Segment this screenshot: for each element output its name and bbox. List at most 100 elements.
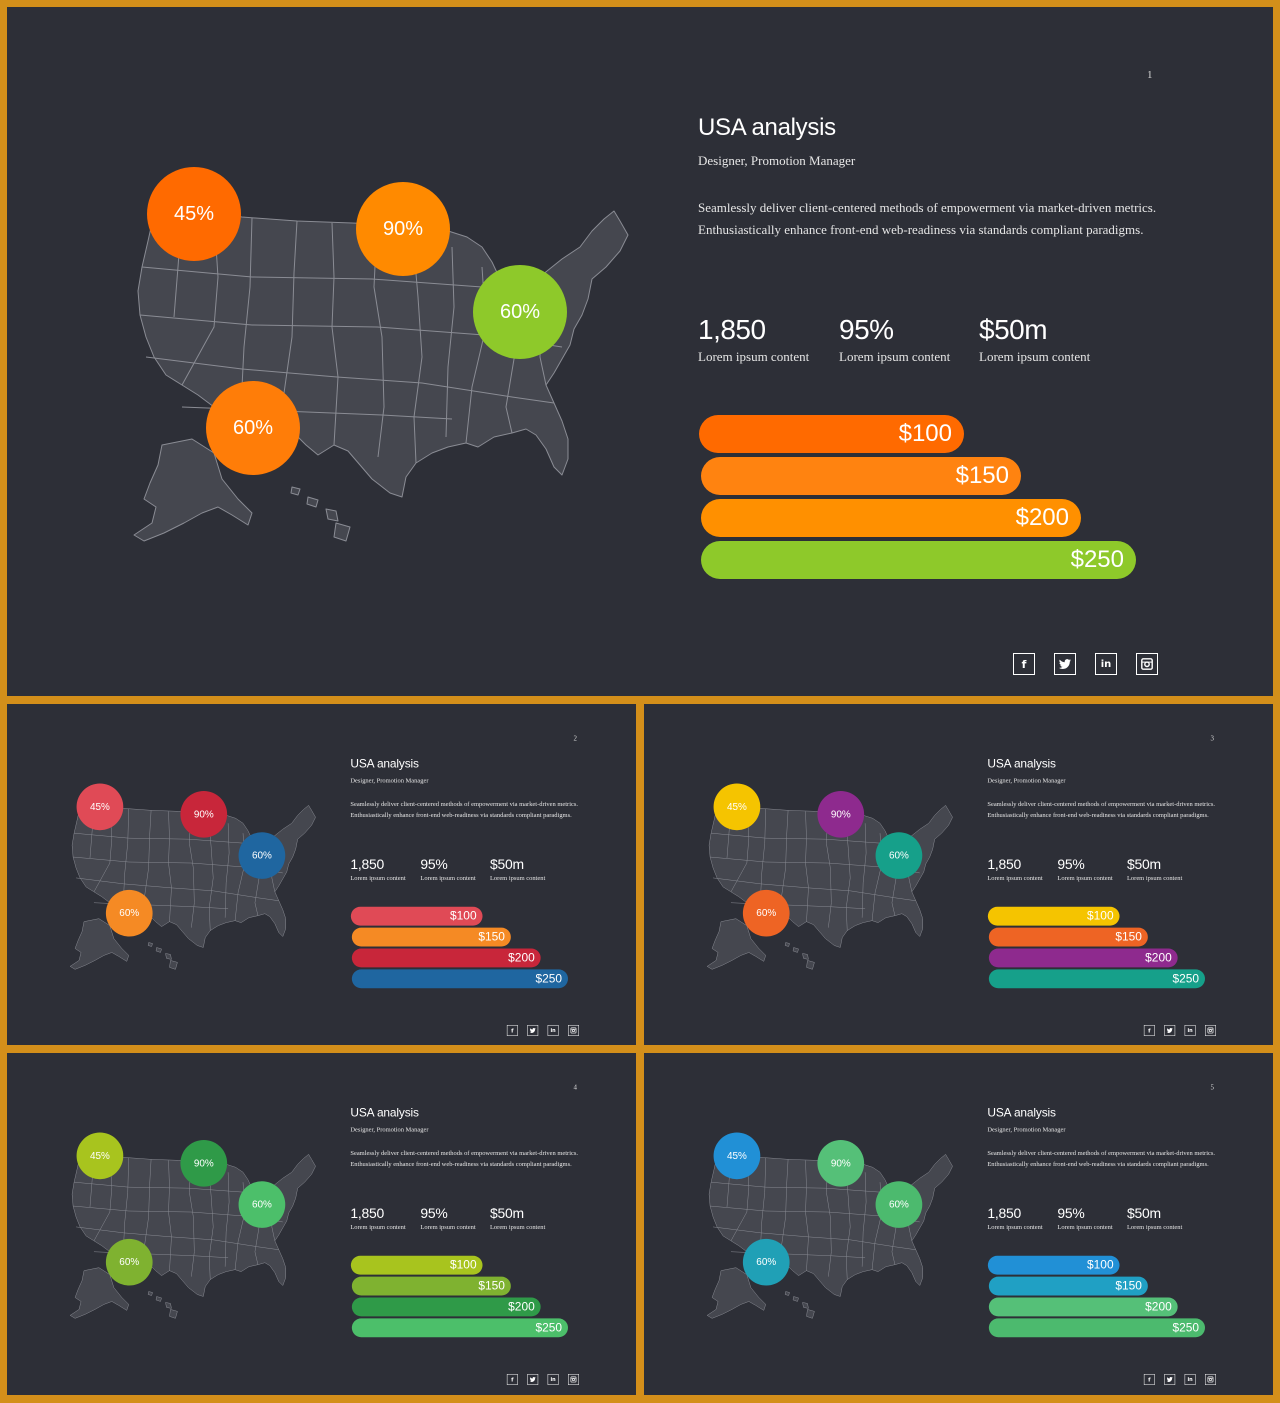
slide-subtitle: Designer, Promotion Manager xyxy=(987,776,1066,785)
page-number: 2 xyxy=(573,734,577,743)
stat-label: Lorem ipsum content xyxy=(1057,1222,1113,1231)
map-bubble-southwest: 60% xyxy=(105,889,153,937)
slide-subtitle: Designer, Promotion Manager xyxy=(987,1125,1066,1134)
slide-title: USA analysis xyxy=(987,757,1056,771)
stat-label: Lorem ipsum content xyxy=(839,349,951,364)
page-number: 5 xyxy=(1210,1083,1214,1092)
slide-title: USA analysis xyxy=(698,114,836,141)
slide-4: 4 45% 90% 60% 60% USA analysis Designer,… xyxy=(7,1053,636,1395)
linkedin-icon[interactable]: in xyxy=(1184,1373,1196,1385)
stat-value: 1,850 xyxy=(987,1205,1021,1221)
twitter-icon[interactable] xyxy=(1164,1024,1176,1036)
facebook-icon[interactable]: f xyxy=(506,1024,518,1036)
stat-value: 95% xyxy=(420,856,448,872)
slide-body-text: Seamlessly deliver client-centered metho… xyxy=(350,1148,578,1168)
slide-body-text: Seamlessly deliver client-centered metho… xyxy=(987,799,1215,819)
stat-value: 1,850 xyxy=(987,856,1021,872)
slide-body-text: Seamlessly deliver client-centered metho… xyxy=(987,1148,1215,1168)
stat-value: $50m xyxy=(489,856,524,872)
slide-1: 1 45% 90% 60% 60% USA analysis Designer,… xyxy=(7,7,1273,696)
slide-5: 5 45% 90% 60% 60% USA analysis Designer,… xyxy=(644,1053,1273,1395)
value-bar-250: $250 xyxy=(988,969,1205,989)
slide-subtitle: Designer, Promotion Manager xyxy=(350,1125,429,1134)
page-number: 1 xyxy=(1147,69,1153,81)
stat-block: 95% Lorem ipsum content xyxy=(839,313,979,365)
stat-block: 95% Lorem ipsum content xyxy=(420,1205,490,1231)
facebook-icon[interactable]: f xyxy=(1143,1024,1155,1036)
stat-value: 1,850 xyxy=(350,1205,384,1221)
slide-subtitle: Designer, Promotion Manager xyxy=(698,153,856,168)
stat-block: $50m Lorem ipsum content xyxy=(1127,1205,1197,1231)
value-bar-150: $150 xyxy=(351,1276,511,1296)
facebook-icon[interactable]: f xyxy=(506,1373,518,1385)
stat-block: $50m Lorem ipsum content xyxy=(979,313,1119,365)
linkedin-icon[interactable]: in xyxy=(547,1024,559,1036)
stat-value: 1,850 xyxy=(350,856,384,872)
value-bar-100: $100 xyxy=(987,906,1120,926)
map-bubble-north-central: 90% xyxy=(180,1139,228,1187)
instagram-icon[interactable] xyxy=(568,1373,579,1385)
stat-block: 95% Lorem ipsum content xyxy=(1057,856,1127,882)
stat-label: Lorem ipsum content xyxy=(987,873,1043,882)
stat-label: Lorem ipsum content xyxy=(1126,873,1183,882)
value-bar-250: $250 xyxy=(988,1318,1205,1338)
linkedin-icon[interactable]: in xyxy=(1095,653,1117,675)
instagram-icon[interactable] xyxy=(1205,1024,1216,1036)
stat-label: Lorem ipsum content xyxy=(1057,873,1113,882)
stat-block: 1,850 Lorem ipsum content xyxy=(698,313,838,365)
slide-2: 2 45% 90% 60% 60% USA analysis Designer,… xyxy=(7,704,636,1045)
twitter-icon[interactable] xyxy=(1054,653,1076,675)
value-bar-250: $250 xyxy=(351,1318,569,1338)
value-bar-150: $150 xyxy=(988,1276,1148,1296)
map-bubble-north-central: 90% xyxy=(356,182,450,276)
map-bubble-southwest: 60% xyxy=(105,1238,153,1286)
value-bar-200: $200 xyxy=(351,948,541,968)
facebook-icon[interactable]: f xyxy=(1143,1373,1155,1385)
stat-block: 95% Lorem ipsum content xyxy=(1057,1205,1127,1231)
map-bubble-east: 60% xyxy=(238,832,286,879)
linkedin-icon[interactable]: in xyxy=(547,1373,559,1385)
map-bubble-northwest: 45% xyxy=(147,167,241,261)
instagram-icon[interactable] xyxy=(1136,653,1158,675)
twitter-icon[interactable] xyxy=(527,1373,539,1385)
slide-title: USA analysis xyxy=(350,757,419,771)
stat-label: Lorem ipsum content xyxy=(979,349,1091,364)
value-bar-150: $150 xyxy=(701,457,1021,495)
slide-body-text: Seamlessly deliver client-centered metho… xyxy=(350,799,578,819)
value-bar-200: $200 xyxy=(988,948,1178,968)
value-bar-100: $100 xyxy=(987,1255,1120,1275)
stat-block: $50m Lorem ipsum content xyxy=(490,1205,560,1231)
slide-3: 3 45% 90% 60% 60% USA analysis Designer,… xyxy=(644,704,1273,1045)
stat-label: Lorem ipsum content xyxy=(350,1222,406,1231)
stat-label: Lorem ipsum content xyxy=(698,349,810,364)
twitter-icon[interactable] xyxy=(527,1024,539,1036)
facebook-icon[interactable]: f xyxy=(1013,653,1035,675)
stat-value: 95% xyxy=(1057,1205,1085,1221)
value-bar-150: $150 xyxy=(351,927,511,947)
stat-value: $50m xyxy=(489,1205,524,1221)
slide-title: USA analysis xyxy=(987,1106,1056,1120)
instagram-icon[interactable] xyxy=(568,1024,579,1036)
slide-title: USA analysis xyxy=(350,1106,419,1120)
stat-label: Lorem ipsum content xyxy=(420,873,476,882)
map-bubble-northwest: 45% xyxy=(713,783,761,831)
map-bubble-east: 60% xyxy=(238,1181,286,1228)
linkedin-icon[interactable]: in xyxy=(1184,1024,1196,1036)
stat-value: $50m xyxy=(979,314,1048,345)
stat-value: 95% xyxy=(839,314,894,345)
value-bar-100: $100 xyxy=(350,1255,483,1275)
value-bar-150: $150 xyxy=(988,927,1148,947)
instagram-icon[interactable] xyxy=(1205,1373,1216,1385)
value-bar-200: $200 xyxy=(351,1297,541,1317)
stat-block: 1,850 Lorem ipsum content xyxy=(350,856,420,882)
stat-value: $50m xyxy=(1126,1205,1161,1221)
slide-body-text: Seamlessly deliver client-centered metho… xyxy=(698,200,1157,237)
stat-label: Lorem ipsum content xyxy=(489,1222,546,1231)
stat-block: 1,850 Lorem ipsum content xyxy=(350,1205,420,1231)
stat-value: 95% xyxy=(1057,856,1085,872)
twitter-icon[interactable] xyxy=(1164,1373,1176,1385)
map-bubble-northwest: 45% xyxy=(713,1132,761,1180)
stat-value: $50m xyxy=(1126,856,1161,872)
map-bubble-northwest: 45% xyxy=(76,783,124,831)
value-bar-250: $250 xyxy=(701,541,1136,579)
